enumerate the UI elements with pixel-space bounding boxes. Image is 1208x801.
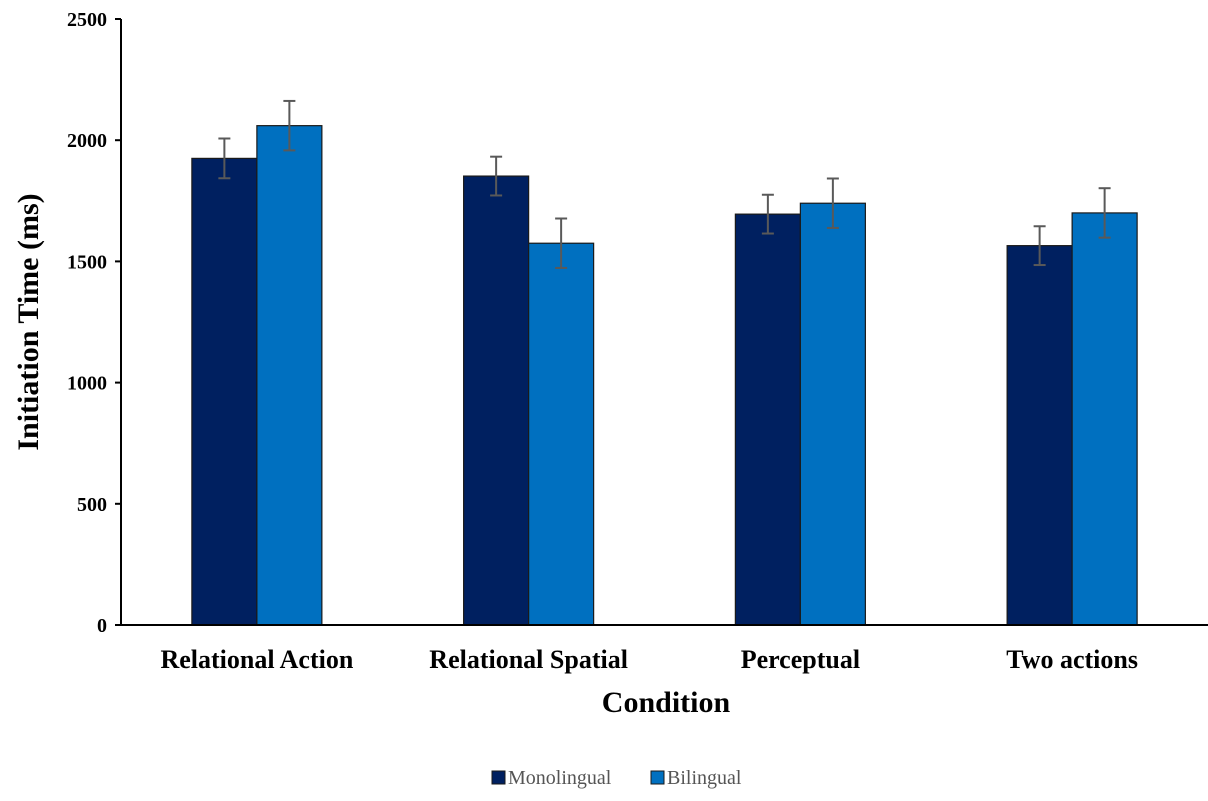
bar-monolingual-2 (734, 213, 801, 626)
bar-monolingual-0 (191, 157, 258, 626)
y-tick-label: 2500 (67, 9, 107, 31)
bar-bilingual-1 (528, 242, 595, 626)
y-tick-label: 2000 (67, 130, 107, 152)
legend-swatch-bilingual (650, 770, 665, 785)
x-axis-title: Condition (602, 686, 731, 719)
x-category-label: Relational Action (160, 645, 353, 674)
legend-label-monolingual: Monolingual (508, 767, 612, 789)
legend-swatch-monolingual (491, 770, 506, 785)
y-tick-label: 1500 (67, 251, 107, 273)
bar-bilingual-0 (256, 125, 323, 626)
bar-bilingual-3 (1071, 212, 1138, 626)
y-tick-label: 500 (77, 494, 107, 516)
legend-label-bilingual: Bilingual (667, 767, 742, 789)
bar-monolingual-1 (463, 175, 530, 626)
error-bars-group (218, 99, 1111, 269)
y-axis-title: Initiation Time (ms) (12, 193, 45, 450)
x-category-label: Relational Spatial (429, 645, 628, 674)
bar-monolingual-3 (1006, 245, 1073, 626)
y-tick-label: 1000 (67, 373, 107, 395)
y-tick-label: 0 (97, 615, 107, 637)
y-axis-ticks: 0 500 1000 1500 2000 2500 (67, 9, 121, 637)
legend: Monolingual Bilingual (491, 767, 742, 789)
x-category-label: Perceptual (741, 645, 860, 674)
x-axis-category-labels: Relational Action Relational Spatial Perce… (160, 645, 1138, 674)
x-category-label: Two actions (1006, 645, 1138, 674)
bar-bilingual-2 (799, 202, 866, 626)
bars-group (191, 125, 1138, 626)
